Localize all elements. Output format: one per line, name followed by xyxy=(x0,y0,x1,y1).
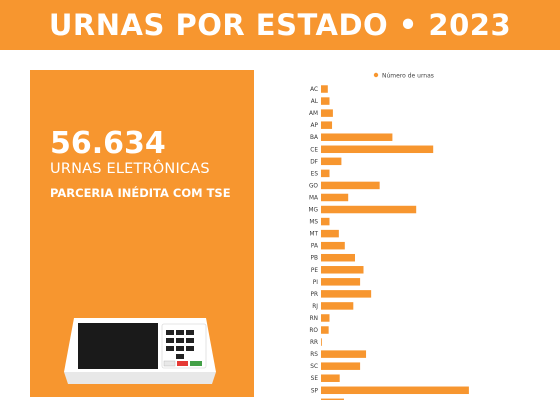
bar-sc xyxy=(321,362,361,370)
bar-pb xyxy=(321,253,355,262)
header-banner: URNAS POR ESTADO • 2023 xyxy=(0,0,560,50)
bar-ba xyxy=(321,133,393,141)
category-label: MS xyxy=(309,220,318,226)
summary-panel: 56.634 URNAS ELETRÔNICAS PARCERIA INÉDIT… xyxy=(30,70,254,397)
category-label: RO xyxy=(309,328,318,334)
category-label: AM xyxy=(309,111,318,117)
category-label: RR xyxy=(310,340,318,346)
bar-ms xyxy=(321,217,330,226)
bar-rs xyxy=(321,350,367,358)
category-label: AL xyxy=(311,99,319,105)
urn-count: 56.634 xyxy=(50,126,166,161)
bar-ap xyxy=(321,121,333,129)
category-label: PI xyxy=(313,280,318,286)
category-label: CE xyxy=(310,147,318,153)
category-label: RS xyxy=(310,352,318,358)
bar-am xyxy=(321,109,333,117)
category-label: PR xyxy=(310,292,318,298)
bar-df xyxy=(321,157,342,166)
legend-swatch xyxy=(373,72,379,78)
bar-mt xyxy=(321,229,339,238)
bar-ma xyxy=(321,193,349,202)
bar-ce xyxy=(321,145,434,154)
category-label: MG xyxy=(309,208,319,214)
bar-pr xyxy=(321,290,372,298)
bar-pa xyxy=(321,241,345,250)
category-label: BA xyxy=(310,135,318,141)
legend-label: Número de urnas xyxy=(382,73,434,80)
category-label: RN xyxy=(310,316,318,322)
bar-pi xyxy=(321,278,361,286)
category-label: SC xyxy=(310,364,318,370)
category-label: MT xyxy=(309,232,318,238)
bar-ac xyxy=(321,85,328,93)
bar-rn xyxy=(321,314,330,322)
chart-legend: Número de urnas xyxy=(373,72,434,80)
page-title: URNAS POR ESTADO • 2023 xyxy=(48,8,512,42)
voting-machine-icon xyxy=(64,318,216,384)
bar-sp xyxy=(321,386,469,395)
category-label: SE xyxy=(311,376,319,382)
category-label: PA xyxy=(311,244,318,250)
bar-pe xyxy=(321,266,364,274)
bar-es xyxy=(321,169,330,178)
category-label: PE xyxy=(311,268,318,274)
bar-mg xyxy=(321,205,417,214)
bar-go xyxy=(321,181,380,190)
category-label: PB xyxy=(311,256,318,262)
category-label: GO xyxy=(309,183,318,189)
urn-count-label: URNAS ELETRÔNICAS xyxy=(50,161,210,177)
bar-al xyxy=(321,97,330,105)
category-label: DF xyxy=(310,159,318,165)
partnership-tagline: PARCERIA INÉDITA COM TSE xyxy=(50,186,231,200)
category-label: ES xyxy=(311,171,319,177)
category-label: MA xyxy=(309,195,318,201)
category-label: AC xyxy=(310,87,318,93)
bar-rr xyxy=(321,338,322,346)
bar-se xyxy=(321,374,340,382)
bar-rj xyxy=(321,302,354,310)
category-label: AP xyxy=(311,123,319,129)
category-label: SP xyxy=(311,388,319,394)
bar-ro xyxy=(321,326,329,334)
bar-chart: Número de urnas AC AL AM AP BA CE DF ES GO MA MG MS… xyxy=(309,72,469,400)
bar-to xyxy=(321,398,344,400)
category-label: RJ xyxy=(312,304,318,310)
